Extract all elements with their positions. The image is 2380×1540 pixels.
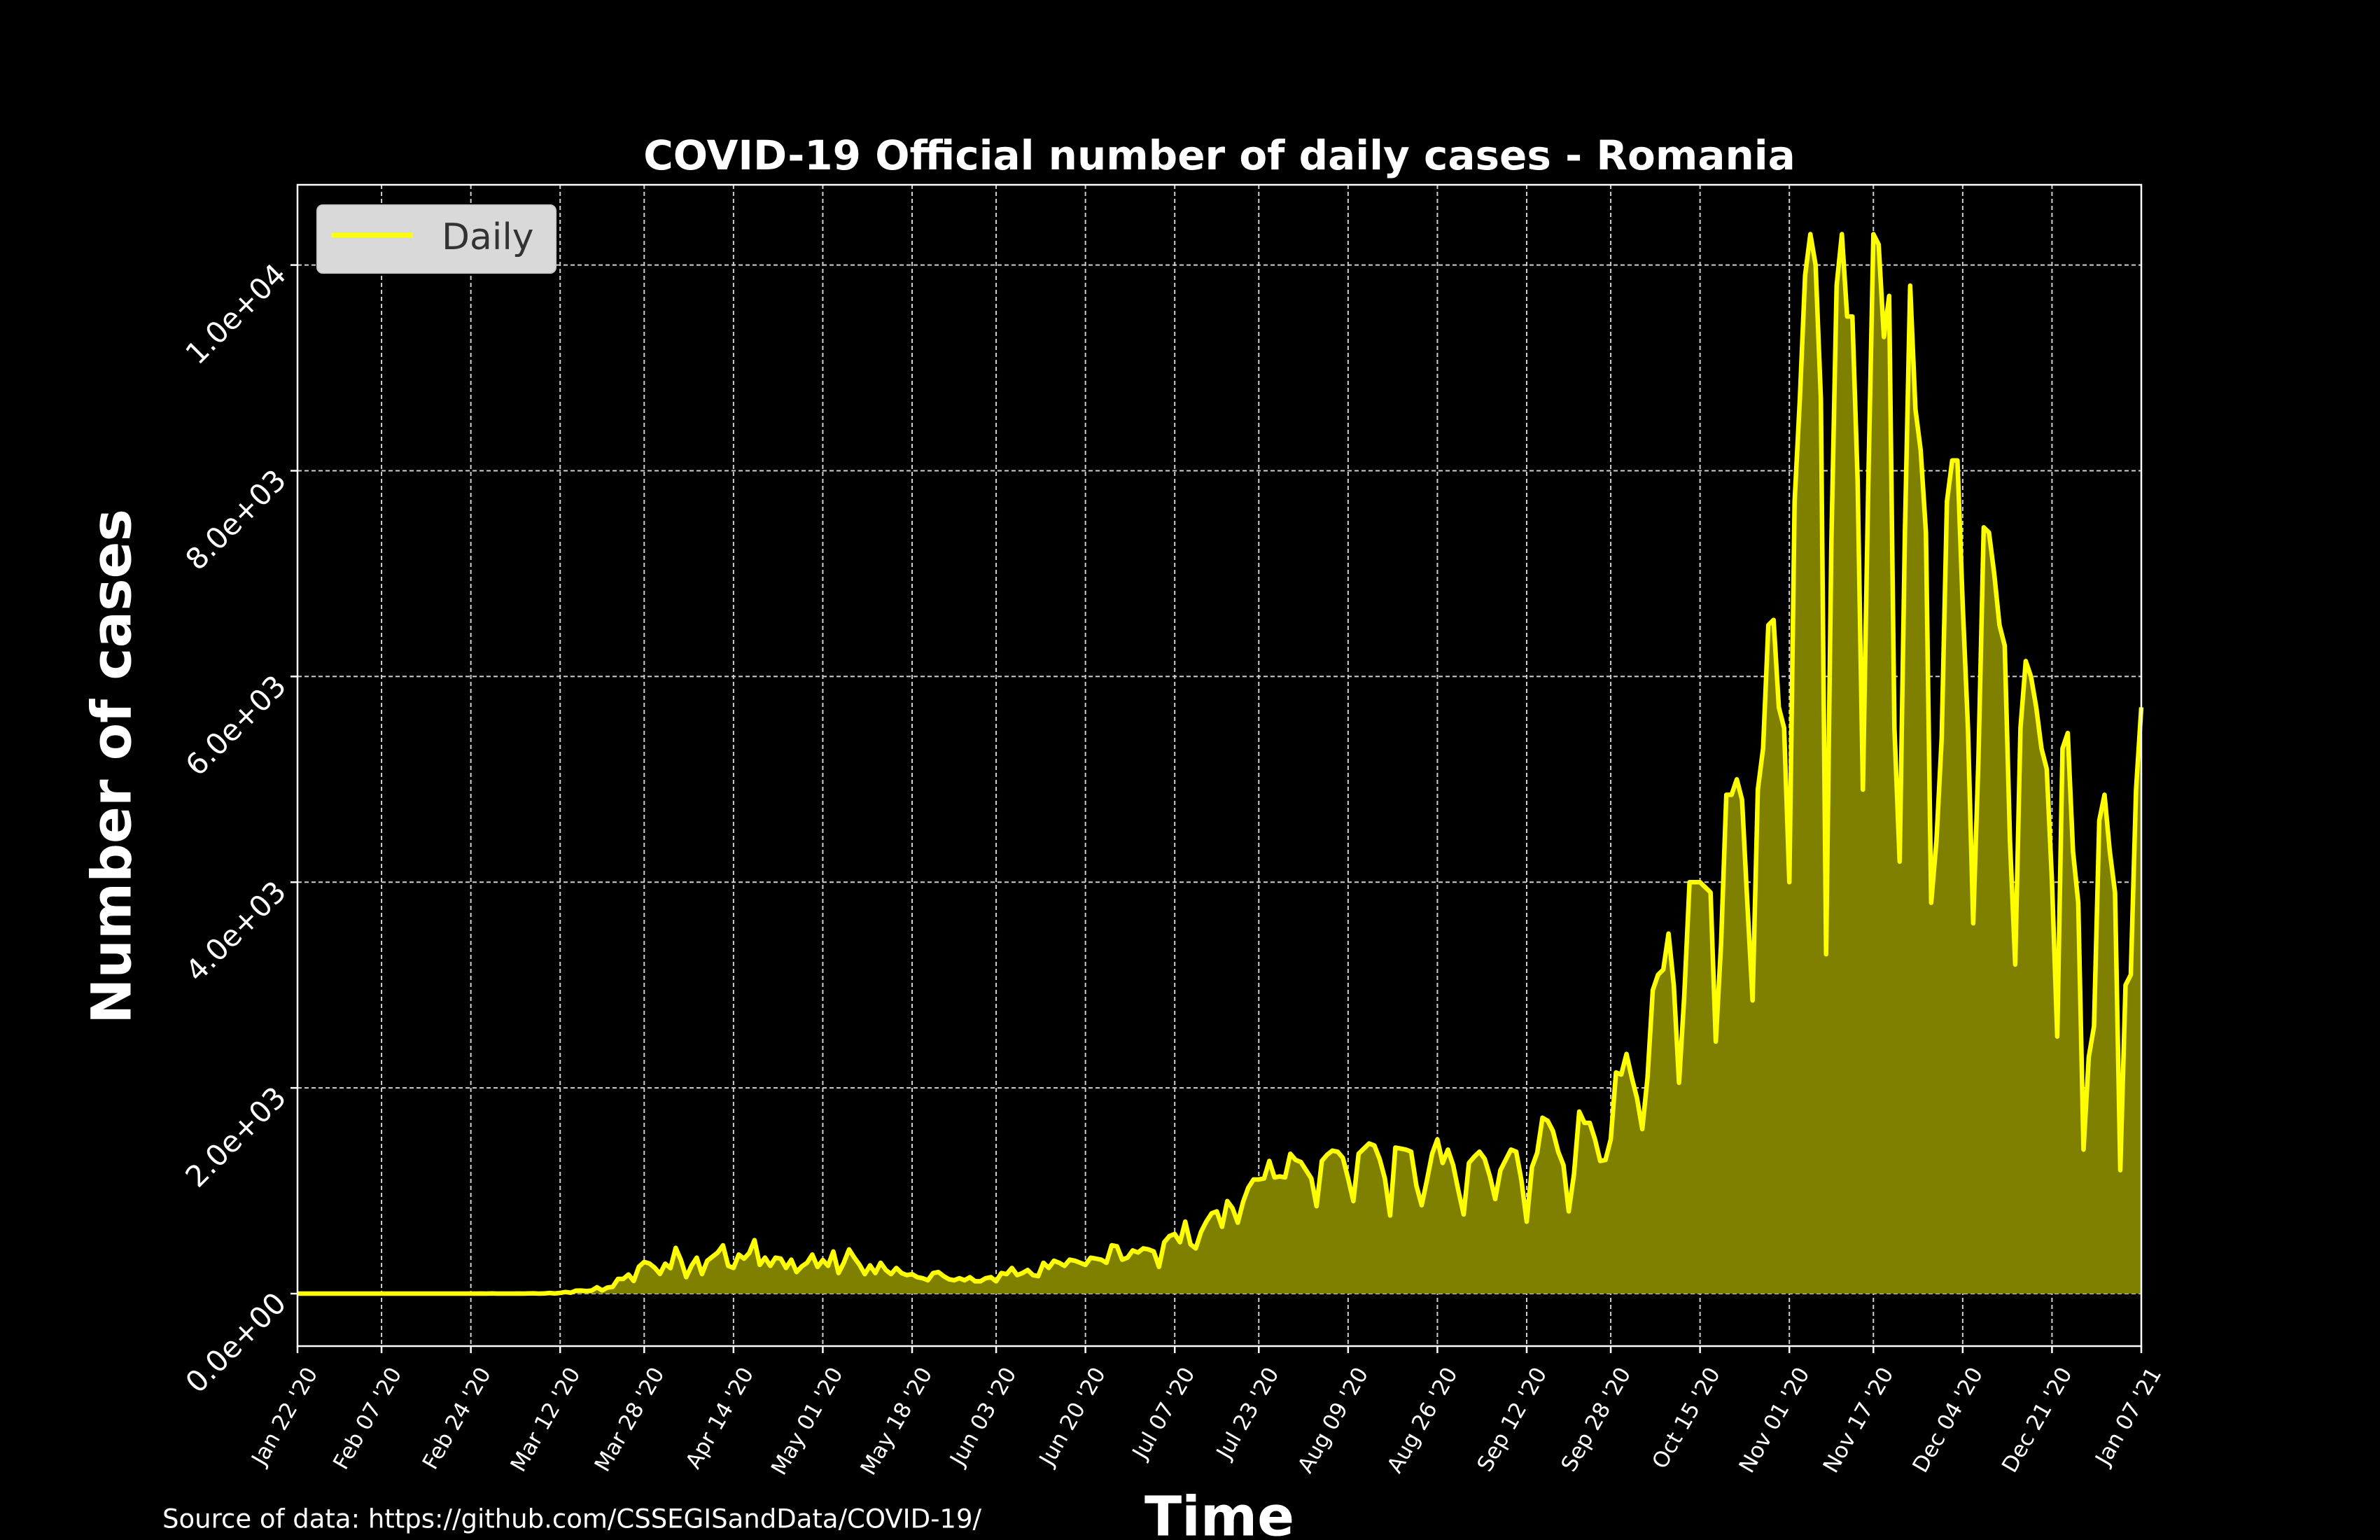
y-axis-label: Number of cases bbox=[80, 509, 144, 1024]
legend-label: Daily bbox=[442, 216, 534, 258]
chart-title: COVID-19 Official number of daily cases … bbox=[643, 132, 1795, 179]
source-note: Source of data: https://github.com/CSSEG… bbox=[162, 1504, 981, 1534]
line bbox=[298, 232, 2144, 1296]
plot-frame bbox=[296, 183, 2143, 1348]
area bbox=[298, 234, 2141, 1294]
x-axis-label: Time bbox=[1144, 1485, 1294, 1540]
legend-box bbox=[316, 204, 556, 274]
